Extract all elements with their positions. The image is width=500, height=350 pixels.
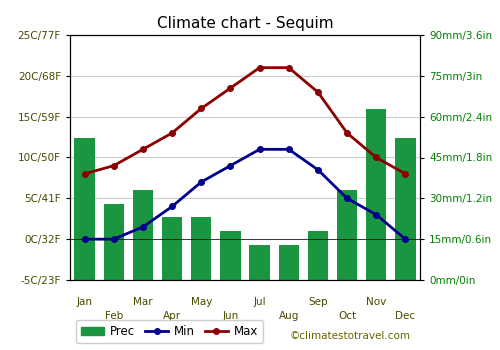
Bar (250, 245, 270, 280)
Text: Oct: Oct (338, 310, 356, 321)
Text: Aug: Aug (278, 310, 299, 321)
Text: Apr: Apr (163, 310, 181, 321)
Bar (132, 190, 153, 280)
Bar (337, 190, 357, 280)
Bar (162, 217, 182, 280)
Text: Sep: Sep (308, 297, 328, 307)
Text: Mar: Mar (133, 297, 152, 307)
Text: Feb: Feb (104, 310, 123, 321)
Legend: Prec, Min, Max: Prec, Min, Max (76, 320, 264, 343)
Text: Jul: Jul (254, 297, 266, 307)
Bar (104, 204, 124, 280)
Bar (366, 108, 386, 280)
Bar (308, 231, 328, 280)
Text: Nov: Nov (366, 297, 386, 307)
Bar (74, 139, 95, 280)
Text: Jun: Jun (222, 310, 238, 321)
Bar (395, 139, 415, 280)
Text: ©climatestotravel.com: ©climatestotravel.com (290, 331, 411, 341)
Text: Dec: Dec (396, 310, 415, 321)
Text: May: May (190, 297, 212, 307)
Bar (191, 217, 212, 280)
Bar (220, 231, 240, 280)
Title: Climate chart - Sequim: Climate chart - Sequim (156, 16, 334, 31)
Bar (278, 245, 299, 280)
Text: Jan: Jan (76, 297, 92, 307)
